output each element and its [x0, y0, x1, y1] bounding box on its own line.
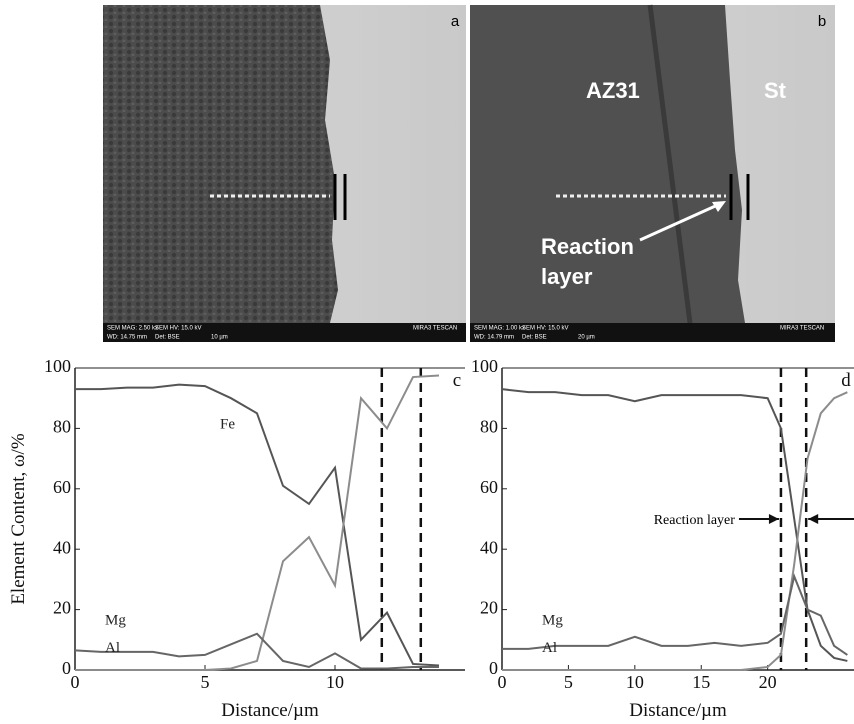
- sem-info: MIRA3 TESCAN: [780, 326, 824, 332]
- material-label: AZ31: [586, 78, 640, 103]
- series-label: Fe: [220, 416, 235, 432]
- panel-label: d: [841, 370, 851, 391]
- x-tick-label: 10: [626, 672, 644, 692]
- annotation: layer: [541, 264, 593, 289]
- y-axis-label: Element Content, ω/%: [8, 433, 29, 605]
- panel-label: a: [451, 13, 460, 30]
- sem-image-b: b AZ31 St Reaction layer: [470, 5, 835, 342]
- y-tick-label: 80: [480, 417, 498, 437]
- y-tick-label: 60: [53, 477, 71, 497]
- annotation: Reaction: [541, 234, 634, 259]
- y-tick-label: 40: [53, 537, 71, 557]
- y-tick-label: 100: [471, 356, 498, 376]
- y-tick-label: 20: [480, 598, 498, 618]
- arrow-head: [808, 514, 818, 524]
- x-axis-label: Distance/µm: [629, 700, 727, 721]
- sem-info: WD: 14.79 mm: [474, 335, 514, 341]
- sem-info: MIRA3 TESCAN: [413, 326, 457, 332]
- y-tick-label: 80: [53, 417, 71, 437]
- series-label: Mg: [542, 613, 563, 629]
- x-tick-label: 20: [759, 672, 777, 692]
- annotation: Reaction layer: [654, 513, 736, 528]
- sem-info: SEM MAG: 2.50 kx: [107, 326, 158, 332]
- series-label: Al: [542, 640, 557, 656]
- series-label: Mg: [105, 613, 126, 629]
- arrow-head: [769, 514, 779, 524]
- panel-label: b: [818, 13, 826, 30]
- y-tick-label: 60: [480, 477, 498, 497]
- figure: a b AZ31 St Reaction layer SEM MAG: 2.50…: [0, 0, 854, 724]
- y-tick-label: 100: [44, 356, 71, 376]
- sem-info: Det: BSE: [522, 335, 547, 341]
- sem-info: WD: 14.75 mm: [107, 335, 147, 341]
- sem-info: 10 µm: [211, 335, 228, 341]
- panel-label: c: [453, 370, 461, 391]
- sem-info: SEM HV: 15.0 kV: [522, 326, 568, 332]
- x-tick-label: 0: [498, 672, 507, 692]
- series-label: Al: [105, 640, 120, 656]
- x-tick-label: 5: [564, 672, 573, 692]
- sem-info: SEM MAG: 1.00 kx: [474, 326, 525, 332]
- series-line: [75, 634, 439, 669]
- x-tick-label: 15: [692, 672, 710, 692]
- x-tick-label: 5: [201, 672, 210, 692]
- material-label: St: [764, 78, 787, 103]
- y-tick-label: 20: [53, 598, 71, 618]
- series-line: [75, 376, 439, 670]
- sem-info: SEM HV: 15.0 kV: [155, 326, 201, 332]
- x-axis-label: Distance/µm: [221, 700, 319, 721]
- x-tick-label: 10: [326, 672, 344, 692]
- sem-image-a: a: [103, 5, 466, 342]
- sem-info: 20 µm: [578, 335, 595, 341]
- sem-info: Det: BSE: [155, 335, 180, 341]
- x-tick-label: 0: [71, 672, 80, 692]
- y-tick-label: 40: [480, 537, 498, 557]
